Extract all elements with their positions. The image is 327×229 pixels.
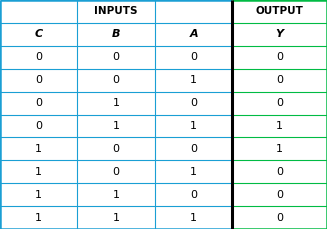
Text: 1: 1 — [113, 98, 120, 108]
Text: 0: 0 — [35, 75, 42, 85]
Text: B: B — [112, 29, 120, 39]
Text: 0: 0 — [276, 98, 283, 108]
Text: 0: 0 — [276, 52, 283, 62]
Text: 1: 1 — [35, 167, 42, 177]
Text: 0: 0 — [35, 52, 42, 62]
Text: 0: 0 — [276, 75, 283, 85]
Text: OUTPUT: OUTPUT — [256, 6, 304, 16]
Text: 1: 1 — [113, 190, 120, 200]
Text: 1: 1 — [190, 167, 197, 177]
Text: Y: Y — [276, 29, 284, 39]
Text: 0: 0 — [190, 98, 197, 108]
Text: A: A — [189, 29, 198, 39]
Text: 1: 1 — [190, 75, 197, 85]
Text: 0: 0 — [276, 167, 283, 177]
Text: 1: 1 — [35, 144, 42, 154]
Text: INPUTS: INPUTS — [95, 6, 138, 16]
Text: 0: 0 — [190, 190, 197, 200]
Text: 0: 0 — [113, 75, 120, 85]
Text: 1: 1 — [35, 190, 42, 200]
Text: 0: 0 — [190, 52, 197, 62]
Text: 0: 0 — [113, 167, 120, 177]
Text: 1: 1 — [35, 213, 42, 223]
Text: 0: 0 — [276, 213, 283, 223]
Text: 1: 1 — [276, 121, 283, 131]
Text: 1: 1 — [276, 144, 283, 154]
Text: 1: 1 — [190, 121, 197, 131]
Text: 0: 0 — [113, 52, 120, 62]
Text: 0: 0 — [113, 144, 120, 154]
Text: 1: 1 — [190, 213, 197, 223]
Text: 1: 1 — [113, 121, 120, 131]
Text: 0: 0 — [276, 190, 283, 200]
Text: 1: 1 — [113, 213, 120, 223]
Text: 0: 0 — [190, 144, 197, 154]
Text: C: C — [35, 29, 43, 39]
Text: 0: 0 — [35, 98, 42, 108]
Text: 0: 0 — [35, 121, 42, 131]
